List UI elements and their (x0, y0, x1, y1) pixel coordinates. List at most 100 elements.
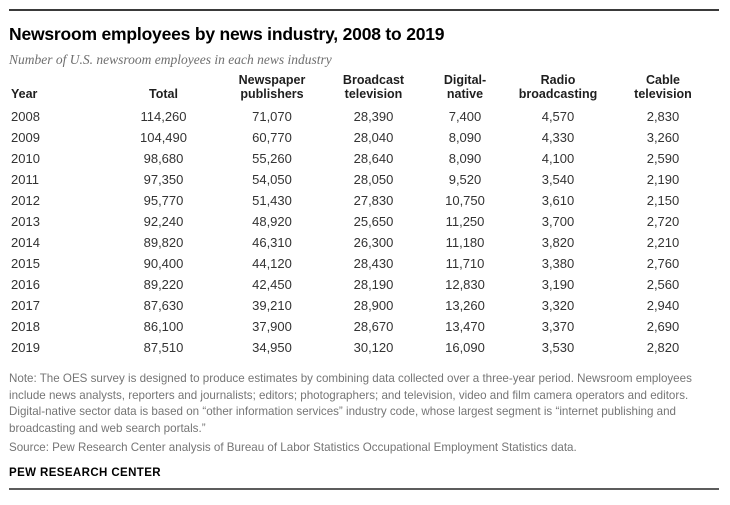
value-cell: 4,100 (541, 151, 575, 166)
value-cell: 28,670 (353, 319, 394, 334)
value-cell: 2,590 (646, 151, 680, 166)
column-header: Cable television (634, 73, 692, 101)
value-cell: 54,050 (252, 172, 292, 187)
table-row: 2009 104,490 60,770 28,040 8,090 4,330 3,260 (9, 127, 719, 148)
value-cell: 2,560 (646, 277, 680, 292)
value-cell: 51,430 (252, 193, 292, 208)
value-cell: 48,920 (252, 214, 292, 229)
value-cell: 3,700 (541, 214, 575, 229)
value-cell: 2,210 (646, 235, 680, 250)
value-cell: 8,090 (448, 130, 482, 145)
value-cell: 114,260 (140, 109, 187, 124)
table-row: 2010 98,680 55,260 28,640 8,090 4,100 2,590 (9, 148, 719, 169)
value-cell: 2,690 (646, 319, 680, 334)
top-rule (9, 9, 719, 11)
value-cell: 3,320 (541, 298, 575, 313)
value-cell: 3,540 (541, 172, 575, 187)
value-cell: 60,770 (252, 130, 292, 145)
value-cell: 89,220 (143, 277, 184, 292)
value-cell: 28,190 (353, 277, 394, 292)
table-row: 2019 87,510 34,950 30,120 16,090 3,530 2,820 (9, 337, 719, 358)
value-cell: 7,400 (448, 109, 482, 124)
year-cell: 2015 (11, 256, 40, 271)
value-cell: 28,050 (353, 172, 394, 187)
value-cell: 13,470 (445, 319, 485, 334)
value-cell: 98,680 (143, 151, 184, 166)
value-cell: 28,040 (353, 130, 394, 145)
table-row: 2017 87,630 39,210 28,900 13,260 3,320 2,940 (9, 295, 719, 316)
column-header: Radio broadcasting (518, 73, 598, 101)
column-header: Digital-native (443, 73, 487, 101)
year-cell: 2011 (11, 172, 39, 187)
value-cell: 28,640 (353, 151, 394, 166)
source-text: Source: Pew Research Center analysis of … (9, 441, 577, 454)
table-header-row: Year Total Newspaper publishers Broadcast tel… (9, 73, 719, 106)
value-cell: 2,830 (646, 109, 680, 124)
table-row: 2015 90,400 44,120 28,430 11,710 3,380 2,760 (9, 253, 719, 274)
value-cell: 34,950 (252, 340, 292, 355)
value-cell: 3,370 (541, 319, 575, 334)
value-cell: 25,650 (353, 214, 394, 229)
value-cell: 4,570 (541, 109, 575, 124)
column-header: Newspaper publishers (238, 73, 306, 101)
value-cell: 13,260 (445, 298, 485, 313)
value-cell: 2,760 (646, 256, 680, 271)
value-cell: 3,260 (646, 130, 680, 145)
value-cell: 10,750 (445, 193, 485, 208)
pew-research-center-wordmark: PEW RESEARCH CENTER (9, 466, 162, 479)
value-cell: 92,240 (143, 214, 184, 229)
value-cell: 97,350 (143, 172, 184, 187)
value-cell: 28,900 (353, 298, 394, 313)
value-cell: 46,310 (252, 235, 292, 250)
year-cell: 2018 (11, 319, 40, 334)
value-cell: 89,820 (143, 235, 184, 250)
year-cell: 2010 (11, 151, 40, 166)
value-cell: 11,180 (445, 235, 485, 250)
value-cell: 3,530 (541, 340, 575, 355)
table-row: 2008 114,260 71,070 28,390 7,400 4,570 2,830 (9, 106, 719, 127)
year-cell: 2014 (11, 235, 40, 250)
value-cell: 12,830 (445, 277, 485, 292)
year-cell: 2013 (11, 214, 40, 229)
value-cell: 95,770 (143, 193, 184, 208)
column-header: Broadcast television (342, 73, 405, 101)
value-cell: 26,300 (353, 235, 394, 250)
value-cell: 16,090 (445, 340, 485, 355)
footnotes: Note: The OES survey is designed to prod… (9, 371, 719, 479)
year-cell: 2009 (11, 130, 40, 145)
table-row: 2013 92,240 48,920 25,650 11,250 3,700 2,720 (9, 211, 719, 232)
value-cell: 11,250 (445, 214, 485, 229)
value-cell: 2,150 (646, 193, 680, 208)
value-cell: 2,720 (646, 214, 680, 229)
value-cell: 27,830 (353, 193, 394, 208)
value-cell: 37,900 (252, 319, 292, 334)
value-cell: 55,260 (252, 151, 292, 166)
year-cell: 2019 (11, 340, 40, 355)
value-cell: 8,090 (448, 151, 482, 166)
value-cell: 104,490 (140, 130, 187, 145)
value-cell: 4,330 (541, 130, 575, 145)
year-cell: 2017 (11, 298, 40, 313)
table-row: 2018 86,100 37,900 28,670 13,470 3,370 2,690 (9, 316, 719, 337)
newsroom-employees-table: Year Total Newspaper publishers Broadcast tel… (9, 73, 719, 358)
value-cell: 3,610 (541, 193, 575, 208)
note-text: Note: The OES survey is designed to prod… (9, 372, 692, 435)
value-cell: 2,190 (646, 172, 680, 187)
value-cell: 3,380 (541, 256, 575, 271)
value-cell: 28,390 (353, 109, 394, 124)
value-cell: 2,820 (646, 340, 680, 355)
table-body: 2008 114,260 71,070 28,390 7,400 4,570 2,830 20… (9, 106, 719, 358)
table-row: 2014 89,820 46,310 26,300 11,180 3,820 2,210 (9, 232, 719, 253)
table-row: 2011 97,350 54,050 28,050 9,520 3,540 2,190 (9, 169, 719, 190)
bottom-rule (9, 487, 719, 490)
value-cell: 11,710 (445, 256, 485, 271)
value-cell: 87,630 (143, 298, 184, 313)
page-subtitle: Number of U.S. newsroom employees in eac… (9, 52, 332, 67)
value-cell: 9,520 (448, 172, 482, 187)
value-cell: 71,070 (252, 109, 292, 124)
table-row: 2012 95,770 51,430 27,830 10,750 3,610 2,150 (9, 190, 719, 211)
year-cell: 2016 (11, 277, 40, 292)
table-header: Year Total Newspaper publishers Broadcast tel… (9, 73, 719, 106)
value-cell: 3,190 (541, 277, 575, 292)
page-title: Newsroom employees by news industry, 200… (9, 24, 445, 44)
